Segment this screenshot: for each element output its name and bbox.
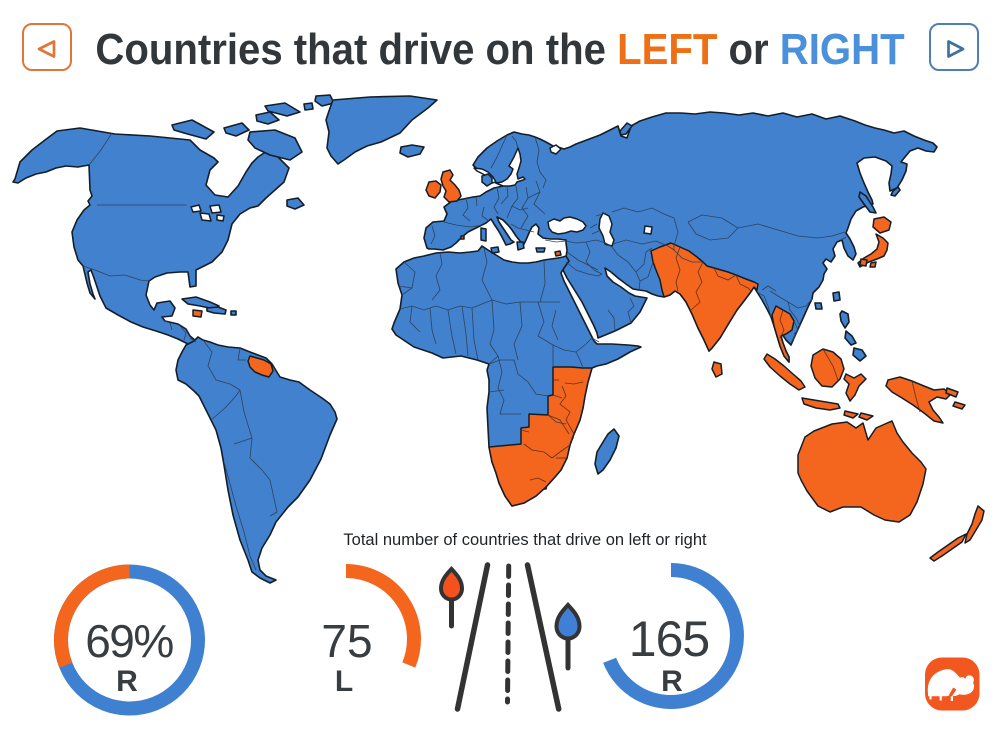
svg-text:L: L [335, 665, 353, 698]
svg-text:75: 75 [321, 615, 372, 667]
svg-text:R: R [116, 665, 138, 698]
svg-text:69%: 69% [85, 615, 173, 667]
svg-text:R: R [661, 665, 683, 698]
svg-text:165: 165 [629, 611, 709, 667]
